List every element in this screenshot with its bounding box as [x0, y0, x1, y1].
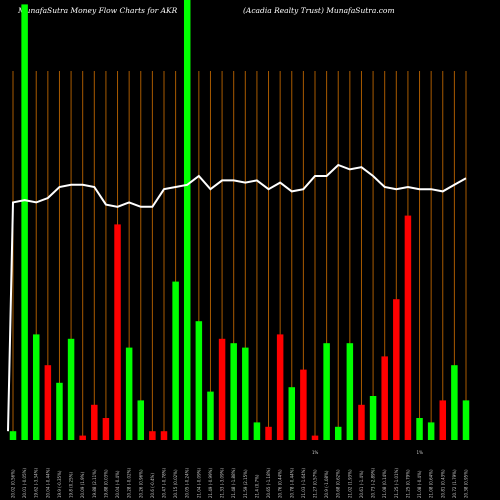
bar — [218, 338, 226, 440]
bar — [207, 391, 214, 440]
x-tick-label: 20.38 (0.95%) — [464, 469, 469, 498]
x-tick-label: 19.8 (0.25%) — [69, 472, 74, 498]
bar — [125, 347, 133, 440]
bar — [79, 435, 86, 440]
x-tick-label: 21.08 (-0.4%) — [417, 470, 422, 498]
x-tick-label: 20.81 (0.43%) — [440, 469, 445, 498]
bar — [416, 418, 423, 440]
x-tick-label: 21.33 (-3.09%) — [220, 468, 225, 498]
x-tick-label: 21.02 (1.93%) — [347, 469, 352, 498]
bar — [358, 404, 365, 440]
x-tick-label: 21.25 (0.79%) — [405, 469, 410, 498]
x-tick-label: 20.72 (1.79%) — [452, 469, 457, 498]
x-tick-label: 20.73 (-2.89%) — [371, 468, 376, 498]
x-tick-label: 19.9 (-0.35%) — [57, 470, 62, 498]
bar — [276, 334, 284, 440]
x-tick-label: 20.9 (-1.08%) — [324, 470, 329, 498]
x-tick-label: 19.88 (2.11%) — [92, 469, 97, 498]
bar — [9, 431, 17, 440]
bar — [114, 224, 121, 440]
x-tick-label: 21.49 (-0.99%) — [208, 468, 213, 498]
x-tick-label: 20.05 (-0.24%) — [185, 468, 190, 498]
bar — [91, 404, 98, 440]
bar — [253, 422, 261, 440]
bar — [21, 4, 28, 441]
x-tick-label: 19.88 (0.03%) — [103, 469, 108, 498]
bar — [195, 321, 203, 440]
x-tick-label: 20.26 (0.96%) — [138, 469, 143, 498]
bar — [369, 396, 377, 440]
x-tick-label: 20.47 (-0.78%) — [162, 468, 167, 498]
bar — [183, 0, 191, 440]
x-tick-label: 21.27 (0.57%) — [313, 469, 318, 498]
x-tick-label: 21.4 (0.7%) — [254, 474, 259, 498]
bar — [439, 400, 447, 440]
x-tick-label: 20.02 (0.56%) — [11, 469, 16, 498]
bar — [451, 365, 458, 440]
x-tick-label: 20.65 (-1.18%) — [266, 468, 271, 498]
x-tick-label: 20.28 (-0.02%) — [127, 468, 132, 498]
x-tick-label: 21.59 (2.15%) — [243, 469, 248, 498]
bar — [346, 343, 354, 440]
x-tick-label: 20.78 (-0.44%) — [289, 468, 294, 498]
money-flow-line — [7, 163, 467, 432]
bar — [149, 431, 156, 440]
bar — [323, 343, 330, 440]
chart-title-right: (Acadia Realty Trust) MunafaSutra.com — [243, 6, 395, 15]
bar — [265, 426, 272, 440]
bar — [137, 400, 145, 440]
bar — [67, 338, 75, 440]
bars — [9, 0, 470, 441]
bar — [311, 435, 319, 440]
x-tick-label: 20.04 (-0.4%) — [115, 470, 120, 498]
x-tick-label: 21.48 (-1.88%) — [231, 468, 236, 498]
bar — [32, 334, 40, 440]
x-tick-label: 21.03 (-1.64%) — [301, 468, 306, 498]
x-tick-label: 19.62 (-3.34%) — [34, 468, 39, 498]
bar — [160, 431, 168, 440]
x-tick-label: 20.15 (0.02%) — [173, 469, 178, 498]
bar — [288, 387, 296, 440]
bar — [102, 418, 110, 440]
x-tick-label: 20.76 (0.44%) — [278, 469, 283, 498]
bar — [427, 422, 435, 440]
x-tick-label: 21.04 (-0.09%) — [196, 468, 201, 498]
bar — [172, 281, 179, 440]
chart-title-left: MunafaSutra Money Flow Charts for AKR — [18, 6, 178, 15]
bar — [56, 382, 63, 440]
x-tick-label: 21.08 (0.64%) — [429, 469, 434, 498]
annotation-label: 1% — [417, 450, 424, 455]
x-tick-label: 20.09 (1.9%) — [80, 472, 85, 498]
x-tick-label: 20.61 (-1.4%) — [359, 470, 364, 498]
x-tick-label: 21.08 (0.14%) — [382, 469, 387, 498]
x-axis-labels: 20.02 (0.56%) 20.01 (-0.05%) 19.62 (-3.34%… — [11, 468, 469, 498]
bar — [381, 356, 388, 440]
bar — [404, 215, 412, 440]
x-tick-label: 21.25 (-1.01%) — [394, 468, 399, 498]
bar — [393, 299, 400, 440]
bar — [44, 365, 52, 440]
x-tick-label: 20.6 (-0.4%) — [150, 473, 155, 498]
x-tick-label: 20.04 (-0.44%) — [45, 468, 50, 498]
bar — [300, 369, 307, 440]
annotation-label: 1% — [312, 450, 319, 455]
x-tick-label: 20.68 (0.62%) — [336, 469, 341, 498]
bar — [230, 343, 237, 440]
bar — [334, 426, 342, 440]
bar — [242, 347, 249, 440]
bar — [462, 400, 470, 440]
x-tick-label: 20.01 (-0.05%) — [22, 468, 27, 498]
